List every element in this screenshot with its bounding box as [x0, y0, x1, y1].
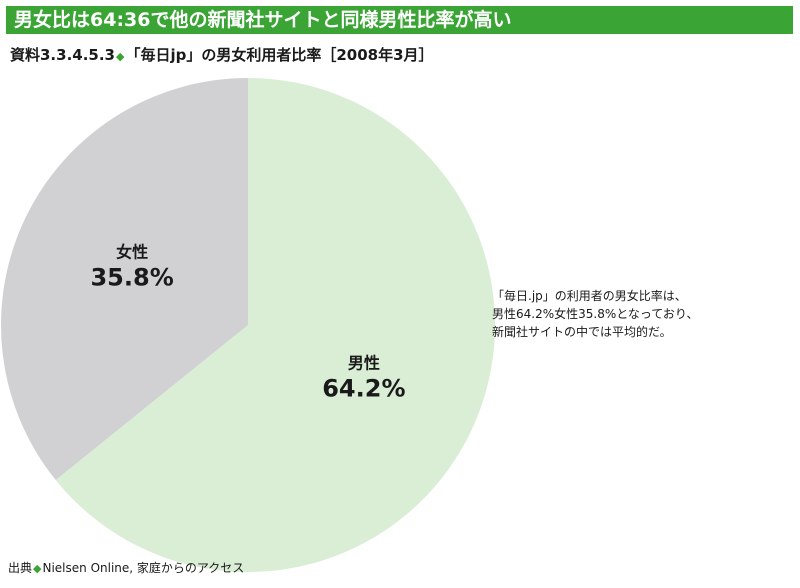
pie-slice-female: [1, 78, 249, 481]
diamond-bullet-icon: ◆: [115, 50, 125, 63]
pie-label-value: 35.8%: [90, 264, 173, 292]
diamond-bullet-icon: ◆: [33, 562, 42, 575]
pie-labels: 男性 64.2% 女性 35.8%: [90, 243, 405, 403]
annotation-line: 「毎日.jp」の利用者の男女比率は、: [492, 289, 687, 303]
annotation-note: 「毎日.jp」の利用者の男女比率は、 男性64.2%女性35.8%となっており、…: [492, 287, 698, 341]
source-credit: 出典◆Nielsen Online, 家庭からのアクセス: [8, 559, 244, 576]
pie-slices: [1, 78, 495, 572]
annotation-line: 男性64.2%女性35.8%となっており、: [492, 307, 699, 321]
figure-title: 「毎日jp」の男女利用者比率［2008年3月］: [125, 46, 434, 64]
figure-number: 資料3.3.4.5.3: [10, 46, 115, 64]
figure-caption: 資料3.3.4.5.3◆「毎日jp」の男女利用者比率［2008年3月］: [10, 44, 434, 65]
source-label: 出典: [8, 561, 33, 575]
pie-slice-male: [55, 78, 495, 572]
pie-label-value: 64.2%: [322, 374, 405, 402]
pie-label-name: 男性: [348, 353, 380, 372]
banner-title: 男女比は64:36で他の新聞社サイトと同様男性比率が高い: [6, 6, 793, 34]
annotation-line: 新聞社サイトの中では平均的だ。: [492, 325, 672, 339]
pie-label-name: 女性: [116, 243, 148, 262]
source-text: Nielsen Online, 家庭からのアクセス: [42, 561, 245, 575]
